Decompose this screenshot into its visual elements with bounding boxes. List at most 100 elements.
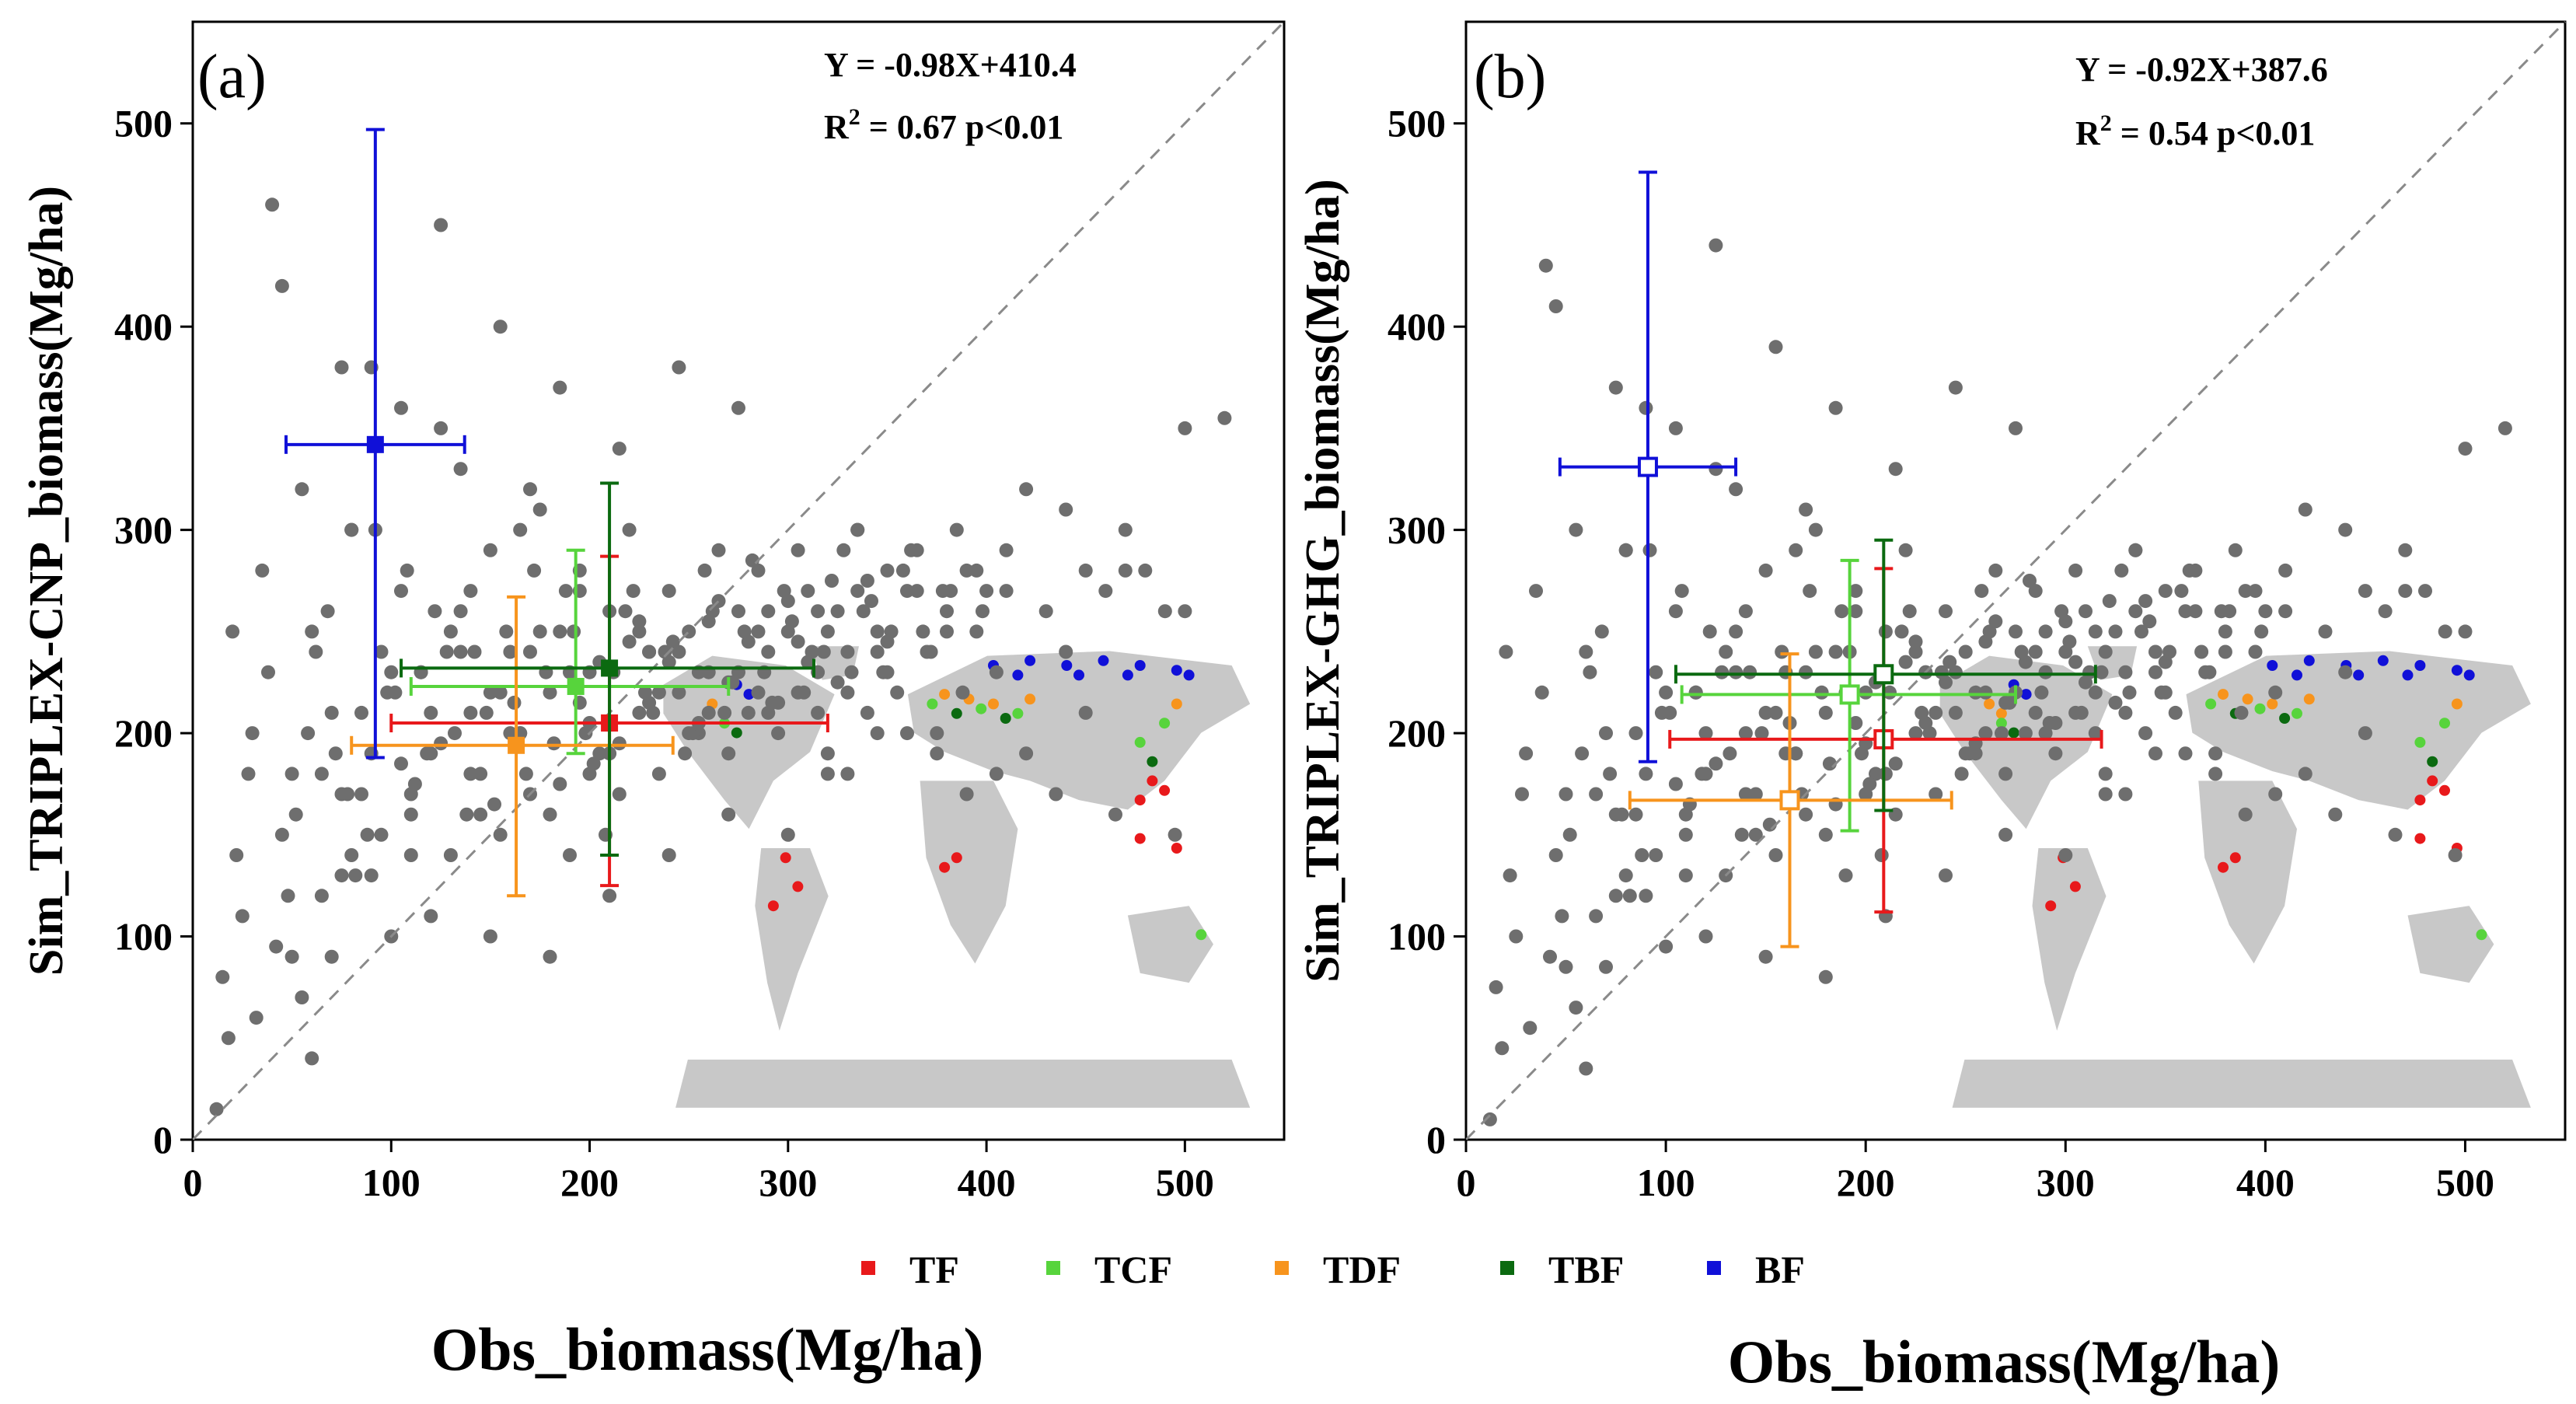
scatter-point-a-40 [612, 787, 627, 802]
scatter-point-b-82 [2338, 522, 2353, 537]
error-bar-bf-b [1558, 170, 1738, 763]
scatter-point-b-221 [2079, 675, 2093, 690]
scatter-point-a-123 [856, 604, 871, 619]
error-bar-tcf-a [409, 548, 731, 756]
scatter-point-b-116 [1995, 726, 2009, 741]
map-site-a-1-4 [1171, 698, 1182, 710]
scatter-point-a-256 [1059, 644, 1073, 659]
scatter-point-b-89 [2497, 421, 2512, 435]
scatter-point-a-104 [479, 705, 494, 720]
error-bar-tdf-a [350, 595, 675, 898]
error-bars-a [284, 127, 829, 898]
legend-swatch-tdf [1275, 1261, 1289, 1275]
scatter-point-b-26 [1748, 787, 1763, 802]
map-site-b-0-4 [2414, 660, 2426, 671]
map-site-b-4-6 [2218, 861, 2229, 873]
scatter-point-a-246 [463, 584, 478, 599]
scatter-point-b-198 [1618, 868, 1633, 883]
scatter-point-a-240 [1108, 807, 1122, 822]
scatter-point-b-199 [1639, 767, 1653, 781]
scatter-point-a-88 [1178, 421, 1192, 435]
map-site-b-1-0 [2218, 689, 2229, 700]
scatter-point-a-176 [493, 685, 508, 700]
scatter-point-b-218 [2018, 655, 2033, 669]
scatter-point-b-139 [1702, 624, 1717, 639]
scatter-point-a-226 [274, 278, 289, 293]
scatter-point-a-65 [860, 705, 874, 720]
scatter-point-a-52 [731, 604, 745, 619]
scatter-point-b-229 [1729, 482, 1744, 497]
scatter-point-a-16 [374, 644, 389, 659]
scatter-point-a-159 [825, 574, 839, 588]
legend-swatch-tcf [1046, 1261, 1060, 1275]
scatter-point-b-275 [1998, 827, 2013, 842]
map-site-a-0-9 [1183, 669, 1195, 681]
scatter-point-a-62 [830, 604, 845, 619]
scatter-point-a-7 [284, 949, 299, 964]
map-site-a-3-0 [951, 707, 962, 719]
scatter-point-b-274 [1939, 868, 1953, 883]
scatter-point-a-3 [245, 726, 260, 741]
scatter-point-b-16 [1649, 665, 1663, 679]
scatter-point-b-176 [1768, 705, 1783, 720]
scatter-point-a-213 [642, 695, 657, 710]
scatter-point-a-63 [840, 644, 855, 659]
scatter-point-b-157 [2062, 634, 2077, 649]
map-site-b-0-1 [2303, 655, 2315, 666]
r2-b-r: R [2075, 114, 2101, 152]
scatter-point-b-108 [1834, 604, 1849, 619]
map-landmass-a-4 [920, 781, 1018, 964]
panel-a-frame [191, 20, 1286, 1141]
scatter-point-b-96 [1594, 624, 1609, 639]
scatter-point-b-194 [2128, 604, 2143, 619]
scatter-point-a-103 [459, 807, 474, 822]
scatter-point-a-197 [324, 949, 339, 964]
map-site-b-1-1 [2242, 693, 2253, 705]
y-tick-label-a-5: 500 [114, 102, 173, 145]
scatter-point-a-144 [527, 563, 542, 578]
scatter-point-a-90 [215, 969, 230, 984]
scatter-point-b-223 [2118, 705, 2133, 720]
scatter-point-b-42 [1908, 726, 1923, 741]
scatter-point-a-115 [697, 563, 712, 578]
scatter-point-b-60 [2088, 685, 2103, 700]
scatter-point-b-180 [1848, 716, 1863, 730]
scatter-point-a-89 [1217, 410, 1232, 425]
scatter-point-a-95 [301, 726, 316, 741]
scatter-point-a-137 [388, 685, 403, 700]
scatter-point-a-92 [241, 767, 256, 781]
scatter-point-b-173 [1709, 756, 1723, 771]
scatter-point-a-279 [959, 787, 974, 802]
scatter-point-a-253 [880, 665, 895, 679]
scatter-point-a-202 [424, 705, 438, 720]
scatter-point-a-184 [651, 685, 666, 700]
scatter-point-a-98 [360, 827, 375, 842]
scatter-point-a-108 [558, 584, 573, 599]
scatter-point-a-75 [959, 563, 974, 578]
map-site-a-4-2 [1134, 795, 1146, 806]
map-site-b-1-2 [2267, 698, 2278, 710]
scatter-point-b-120 [2074, 705, 2089, 720]
scatter-point-b-172 [1688, 685, 1703, 700]
map-site-b-2-3 [2439, 718, 2450, 729]
scatter-point-a-185 [672, 644, 686, 659]
scatter-point-a-255 [999, 584, 1014, 599]
scatter-point-a-19 [403, 807, 418, 822]
y-axis-label-b: Sim_TRIPLEX-GHG_biomass(Mg/ha) [1297, 179, 1349, 982]
ticks-a: 0 100 200 300 400 500 0 100 200 300 400 500 [114, 102, 1214, 1204]
x-tick-label-b-0: 0 [1457, 1161, 1476, 1204]
scatter-point-b-133 [1583, 665, 1597, 679]
scatter-point-a-131 [269, 939, 284, 954]
map-site-a-2-5 [1196, 929, 1207, 941]
scatter-point-b-10 [1589, 787, 1604, 802]
map-site-a-0-4 [1134, 660, 1146, 671]
map-site-b-3-1 [2279, 713, 2291, 724]
scatter-point-a-140 [448, 726, 462, 741]
y-tick-label-b-0: 0 [1426, 1118, 1446, 1161]
scatter-point-b-271 [1758, 949, 1773, 964]
scatter-point-b-277 [2118, 787, 2133, 802]
scatter-point-b-208 [1818, 827, 1833, 842]
scatter-point-a-85 [1118, 522, 1133, 537]
scatter-point-b-272 [1818, 969, 1833, 984]
